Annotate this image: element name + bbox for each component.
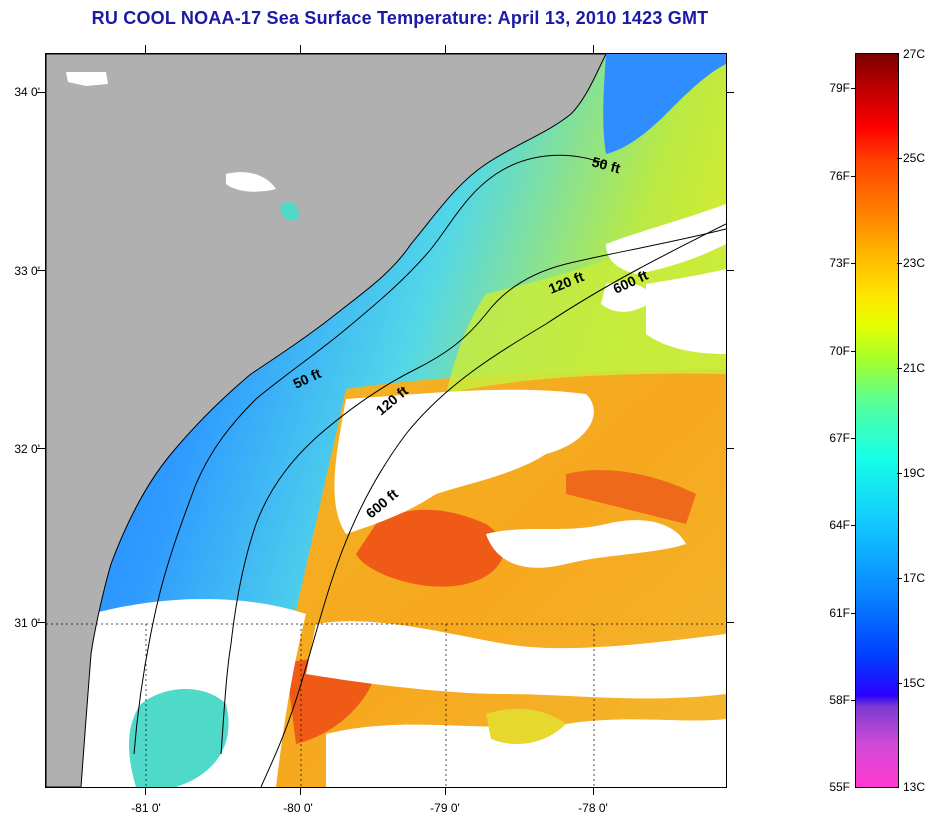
colorbar-f-label: 73F bbox=[829, 256, 850, 270]
colorbar-c-label: 17C bbox=[903, 571, 926, 585]
warm-streak bbox=[566, 470, 696, 524]
colorbar-tick bbox=[851, 525, 856, 526]
land-mass bbox=[46, 54, 607, 787]
contour-label-50ft-north: 50 ft bbox=[590, 153, 622, 176]
colorbar-tick bbox=[851, 88, 856, 89]
longitude-label-79: -79 0' bbox=[430, 801, 460, 815]
colorbar-tick bbox=[897, 473, 902, 474]
tick-bottom bbox=[445, 787, 446, 795]
colorbar-c-label: 25C bbox=[903, 151, 926, 165]
latitude-label-32: 32 0' bbox=[14, 442, 40, 456]
tick-right bbox=[726, 622, 734, 623]
yellow-patch bbox=[486, 708, 566, 744]
tick-right bbox=[726, 92, 734, 93]
colorbar-tick bbox=[897, 578, 902, 579]
colorbar-tick bbox=[897, 683, 902, 684]
contour-50ft bbox=[133, 154, 607, 755]
inland-lake bbox=[280, 202, 299, 221]
contour-120ft bbox=[220, 228, 726, 755]
colorbar-f-label: 61F bbox=[829, 606, 850, 620]
colorbar-tick bbox=[851, 263, 856, 264]
colorbar-f-label: 58F bbox=[829, 693, 850, 707]
inshore-patch-south bbox=[129, 689, 229, 787]
latitude-label-33: 33 0' bbox=[14, 264, 40, 278]
colorbar-f-label: 70F bbox=[829, 344, 850, 358]
colorbar-f-label: 79F bbox=[829, 81, 850, 95]
colorbar-f-label: 64F bbox=[829, 518, 850, 532]
colorbar-tick bbox=[851, 438, 856, 439]
colorbar-tick bbox=[851, 700, 856, 701]
colorbar-f-label: 55F bbox=[829, 780, 850, 794]
graticule bbox=[46, 623, 726, 787]
longitude-label-81: -81 0' bbox=[131, 801, 161, 815]
sst-map: 50 ft 50 ft 120 ft 120 ft 600 ft 600 ft bbox=[45, 53, 727, 788]
colorbar-c-label: 19C bbox=[903, 466, 926, 480]
colorbar-c-label: 15C bbox=[903, 676, 926, 690]
colorbar-tick bbox=[897, 368, 902, 369]
colorbar-f-label: 67F bbox=[829, 431, 850, 445]
tick-top bbox=[445, 45, 446, 53]
tick-left bbox=[37, 448, 45, 449]
tick-top bbox=[300, 45, 301, 53]
warm-core-patch bbox=[356, 509, 504, 587]
longitude-label-80: -80 0' bbox=[283, 801, 313, 815]
latitude-label-31: 31 0' bbox=[14, 616, 40, 630]
colorbar-c-label: 13C bbox=[903, 780, 926, 794]
longitude-label-78: -78 0' bbox=[578, 801, 608, 815]
map-title: RU COOL NOAA-17 Sea Surface Temperature:… bbox=[91, 8, 709, 28]
northern-sound-water bbox=[603, 54, 726, 154]
tick-left bbox=[37, 622, 45, 623]
tick-top bbox=[145, 45, 146, 53]
tick-right bbox=[726, 270, 734, 271]
colorbar-c-label: 23C bbox=[903, 256, 926, 270]
colorbar-tick bbox=[897, 263, 902, 264]
colorbar-tick bbox=[897, 158, 902, 159]
tick-top bbox=[593, 45, 594, 53]
latitude-label-34: 34 0' bbox=[14, 85, 40, 99]
tick-left bbox=[37, 92, 45, 93]
colorbar-tick bbox=[851, 351, 856, 352]
inland-cloud-patch bbox=[226, 172, 276, 192]
colorbar-c-label: 21C bbox=[903, 361, 926, 375]
colorbar-tick bbox=[851, 176, 856, 177]
temperature-colorbar bbox=[855, 53, 899, 788]
colorbar-c-label: 27C bbox=[903, 47, 926, 61]
colorbar-tick bbox=[851, 613, 856, 614]
tick-left bbox=[37, 270, 45, 271]
inland-cloud-speck bbox=[66, 72, 108, 86]
tick-right bbox=[726, 448, 734, 449]
sst-map-canvas: 50 ft 50 ft 120 ft 120 ft 600 ft 600 ft bbox=[46, 54, 726, 787]
colorbar-f-label: 76F bbox=[829, 169, 850, 183]
tick-bottom bbox=[300, 787, 301, 795]
tick-bottom bbox=[145, 787, 146, 795]
tick-bottom bbox=[593, 787, 594, 795]
